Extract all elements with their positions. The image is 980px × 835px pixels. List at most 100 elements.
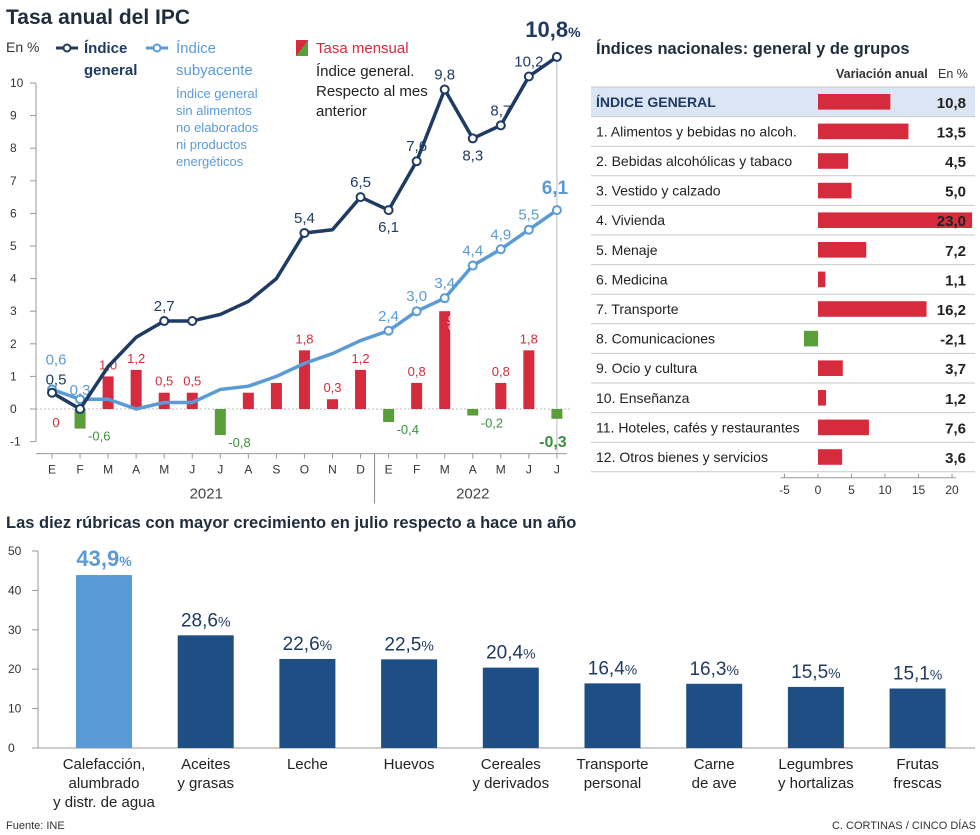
top10-category: frescas (893, 775, 941, 792)
top10-bar (482, 667, 539, 748)
monthly-bar (102, 376, 114, 409)
x-tick-label: M (159, 463, 169, 477)
top10-bar (279, 658, 336, 748)
legend-sub-text-2: subyacente (176, 62, 253, 79)
y-tick-label: 9 (10, 109, 17, 123)
x-tick-label: N (328, 463, 337, 477)
general-label: 7,6 (406, 138, 427, 155)
subyacente-point (411, 306, 422, 317)
group-value: 16,2 (937, 302, 966, 319)
group-label: 4. Vivienda (596, 212, 665, 228)
x-tick-label: J (189, 463, 195, 477)
monthly-label: -0,4 (397, 422, 419, 437)
groups-x-tick-label: -5 (779, 483, 790, 497)
monthly-bar (411, 382, 423, 409)
y-tick-label: 4 (10, 272, 17, 286)
top10-category: Aceites (181, 756, 230, 773)
subyacente-label: 0,3 (70, 382, 91, 399)
group-bar (818, 212, 973, 228)
x-tick-label: A (132, 463, 140, 477)
legend-sub-note-line: energéticos (176, 154, 244, 169)
subyacente-label: 5,5 (518, 207, 539, 224)
top10-value-number: 22,5 (384, 634, 421, 655)
general-label: 2,7 (154, 298, 175, 315)
top10-value: 22,6% (283, 634, 332, 655)
top10-bar (381, 659, 438, 748)
x-tick-label: O (300, 463, 309, 477)
monthly-label: 0,8 (408, 364, 426, 379)
group-bar (818, 271, 826, 288)
legend-monthly-note: Índice general. Respecto al mes anterior (316, 63, 428, 120)
general-point (495, 120, 506, 131)
general-row-highlight (591, 87, 975, 117)
monthly-bar (270, 382, 282, 409)
general-point (355, 192, 366, 203)
top10-category: y distr. de agua (53, 794, 155, 811)
monthly-bar (214, 409, 226, 436)
subyacente-label: 3,0 (406, 288, 427, 305)
bar-y-tick-label: 10 (8, 702, 22, 716)
subyacente-label: 4,4 (462, 243, 483, 260)
group-bar (818, 123, 909, 140)
top10-category: y grasas (177, 775, 234, 792)
legend-monthly-note-line: Índice general. (316, 63, 414, 80)
group-bar (818, 419, 869, 436)
x-tick-label: M (440, 463, 450, 477)
general-point (75, 404, 86, 414)
subyacente-label: 4,9 (490, 226, 511, 243)
x-tick-label: J (526, 463, 532, 477)
y-tick-label: 6 (10, 206, 17, 220)
top10-value-number: 28,6 (181, 610, 218, 631)
group-label: 6. Medicina (596, 271, 668, 287)
legend-sub-note-line: sin alimentos (176, 103, 252, 118)
monthly-bar (130, 369, 142, 409)
top10-value: 28,6% (181, 610, 230, 631)
legend-monthly-note-line: Respecto al mes (316, 83, 428, 100)
top10-category: y derivados (472, 775, 549, 792)
group-label: 2. Bebidas alcohólicas y tabaco (596, 153, 792, 169)
subyacente-point (383, 325, 394, 336)
group-label: 1. Alimentos y bebidas no alcoh. (596, 123, 797, 139)
top10-bar (177, 635, 234, 748)
top10-value-number: 20,4 (486, 643, 523, 664)
x-tick-label: E (385, 463, 393, 477)
monthly-bar (74, 409, 86, 429)
groups-header: Variación anual (836, 67, 928, 81)
general-last-label: 10,8% (525, 17, 581, 42)
top10-value-unit: % (218, 613, 230, 629)
top10-bar-chart: 0 10 20 30 40 50 43,9% Calefacción, alumbrado y d… (8, 544, 975, 811)
group-value: 13,5 (937, 124, 966, 141)
legend-monthly-note-line: anterior (316, 103, 367, 120)
group-label: 3. Vestido y calzado (596, 183, 721, 199)
groups-x-tick-label: 0 (815, 483, 822, 497)
year-label: 2021 (190, 486, 223, 503)
groups-x-tick-label: 15 (912, 483, 926, 497)
top10-title: Las diez rúbricas con mayor crecimiento … (6, 514, 576, 532)
x-tick-label: M (103, 463, 113, 477)
x-tick-label: E (48, 463, 56, 477)
legend-general-marker (62, 43, 72, 53)
y-tick-label: 7 (10, 174, 17, 188)
top10-value-unit: % (320, 637, 332, 653)
general-point (551, 51, 562, 62)
ipc-line-chart: -1 0 1 2 3 4 5 6 7 8 9 10 E F M A M J J A S O N D E F M A M J J 2021 202… (10, 17, 581, 504)
subyacente-label: 3,4 (434, 275, 455, 292)
group-value: 3,7 (945, 361, 966, 378)
legend-sub-marker (152, 43, 162, 53)
group-value: 10,8 (937, 95, 966, 112)
group-label: 7. Transporte (596, 301, 679, 317)
group-value: 1,1 (945, 272, 966, 289)
group-value: 23,0 (937, 213, 966, 230)
group-bar (818, 94, 891, 110)
general-point (47, 387, 57, 398)
legend-monthly-swatch-green (296, 40, 308, 56)
x-tick-label: S (272, 463, 280, 477)
group-value: 5,0 (945, 184, 966, 201)
group-bar (818, 242, 867, 258)
top10-value-unit: % (523, 646, 535, 662)
legend-general-text-2: general (84, 62, 137, 79)
monthly-label: 0,8 (492, 364, 510, 379)
top10-category: de ave (692, 775, 737, 792)
top10-category: y hortalizas (778, 775, 854, 792)
